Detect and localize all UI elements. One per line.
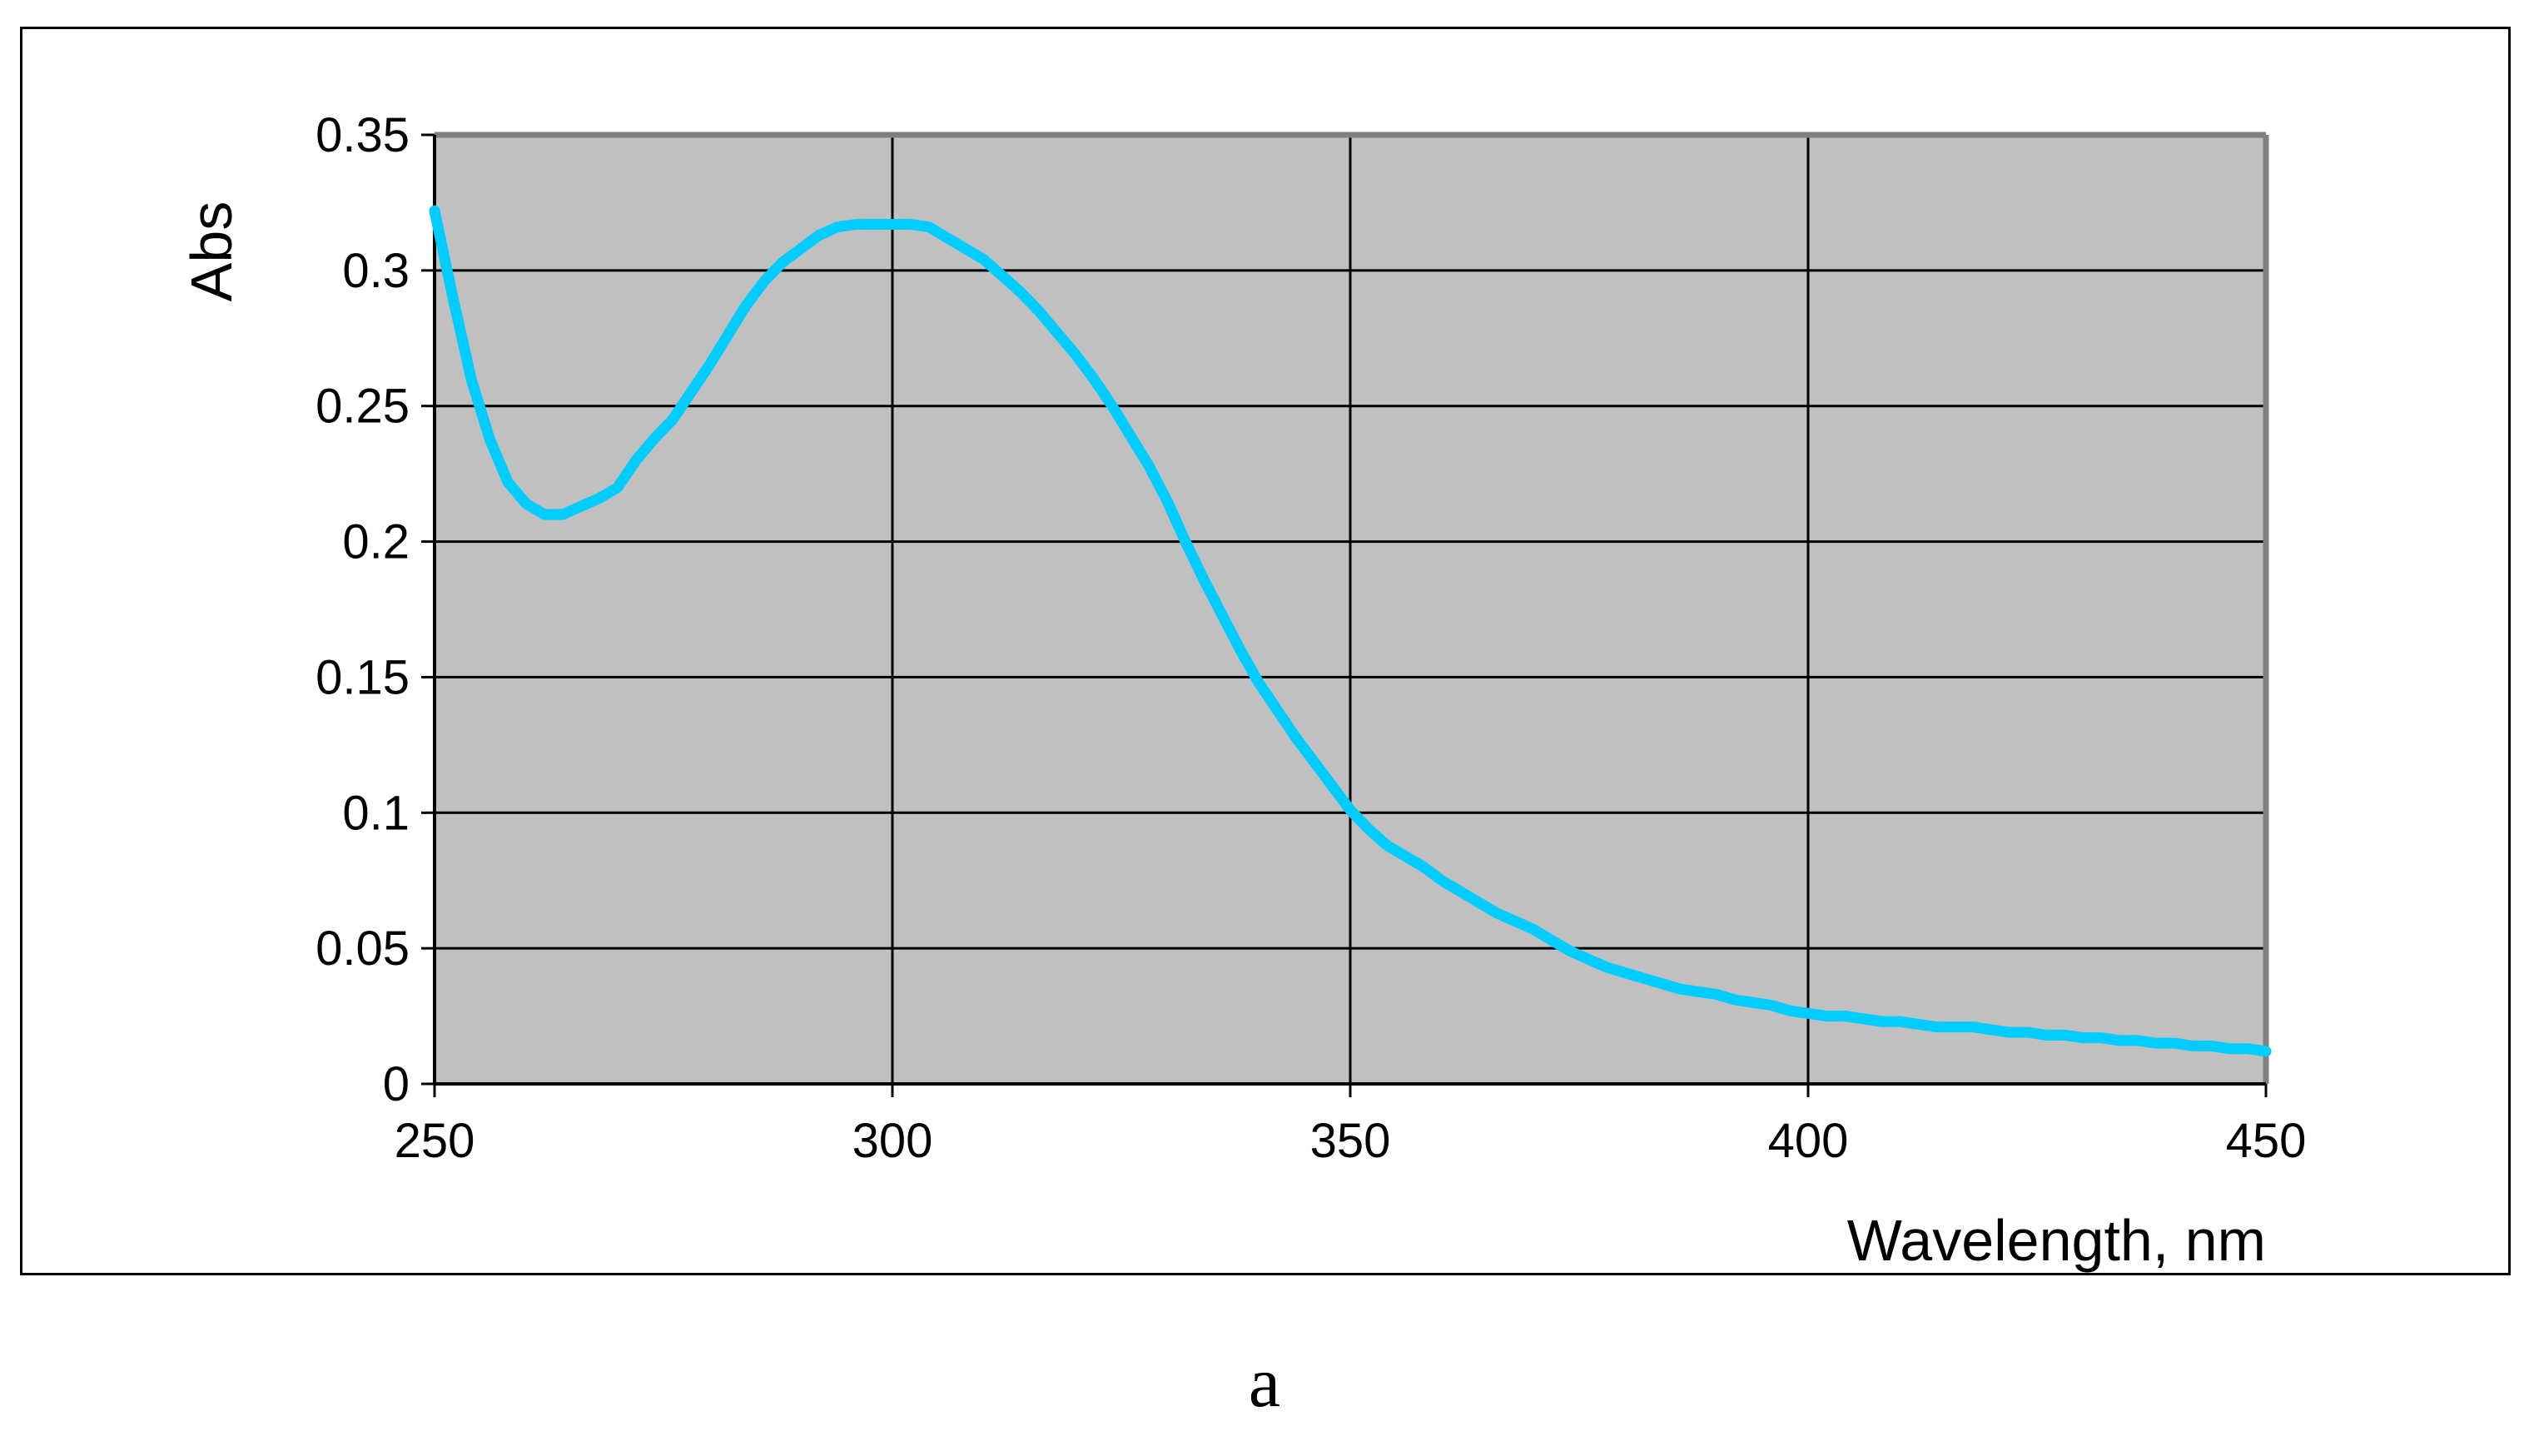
x-tick-label: 400 (1768, 1114, 1849, 1168)
x-axis-label: Wavelength, nm (1847, 1208, 2266, 1273)
x-tick-label: 250 (395, 1114, 475, 1168)
y-axis-label: Abs (179, 201, 244, 302)
absorbance-series-line (429, 205, 2272, 1057)
y-tick-label: 0.3 (342, 244, 410, 298)
y-tick-label: 0.05 (316, 922, 410, 976)
y-tick-label: 0.35 (316, 108, 410, 162)
axes (421, 132, 2269, 1097)
figure-caption: a (1248, 1342, 1281, 1422)
y-tick-label: 0 (383, 1057, 410, 1111)
x-tick-label: 350 (1310, 1114, 1391, 1168)
x-tick-label: 450 (2226, 1114, 2307, 1168)
y-tick-label: 0.15 (316, 650, 410, 704)
y-tick-label: 0.25 (316, 380, 410, 434)
x-tick-label: 300 (852, 1114, 933, 1168)
y-tick-label: 0.2 (342, 515, 410, 569)
tick-labels: 0 0.05 0.1 0.15 0.2 0.25 0.3 0.35 250 300 350 400 45… (316, 108, 2306, 1168)
y-tick-label: 0.1 (342, 786, 410, 840)
series-layer (429, 205, 2272, 1057)
